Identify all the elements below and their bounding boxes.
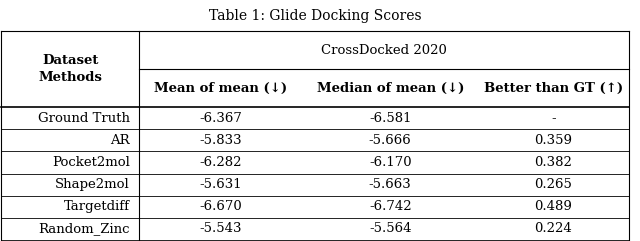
Text: -6.742: -6.742 (369, 200, 412, 213)
Text: -5.631: -5.631 (200, 178, 242, 191)
Text: -: - (551, 112, 556, 125)
Text: CrossDocked 2020: CrossDocked 2020 (321, 44, 447, 57)
Text: AR: AR (110, 134, 130, 147)
Text: -6.170: -6.170 (369, 156, 412, 169)
Text: Median of mean (↓): Median of mean (↓) (317, 82, 464, 95)
Text: Targetdiff: Targetdiff (64, 200, 130, 213)
Text: 0.265: 0.265 (534, 178, 572, 191)
Text: Better than GT (↑): Better than GT (↑) (484, 82, 623, 95)
Text: Pocket2mol: Pocket2mol (52, 156, 130, 169)
Text: Mean of mean (↓): Mean of mean (↓) (154, 82, 287, 95)
Text: -6.581: -6.581 (369, 112, 412, 125)
Text: Random_Zinc: Random_Zinc (38, 222, 130, 235)
Text: -5.663: -5.663 (369, 178, 412, 191)
Text: 0.382: 0.382 (534, 156, 572, 169)
Text: 0.224: 0.224 (534, 222, 572, 235)
Text: -5.666: -5.666 (369, 134, 412, 147)
Text: -6.670: -6.670 (200, 200, 243, 213)
Text: Dataset
Methods: Dataset Methods (38, 54, 102, 84)
Text: -5.543: -5.543 (200, 222, 242, 235)
Text: Table 1: Glide Docking Scores: Table 1: Glide Docking Scores (209, 8, 421, 23)
Text: -5.564: -5.564 (369, 222, 412, 235)
Text: 0.359: 0.359 (534, 134, 572, 147)
Text: Ground Truth: Ground Truth (38, 112, 130, 125)
Text: -6.282: -6.282 (200, 156, 242, 169)
Text: Shape2mol: Shape2mol (55, 178, 130, 191)
Text: 0.489: 0.489 (534, 200, 572, 213)
Text: -5.833: -5.833 (200, 134, 242, 147)
Text: -6.367: -6.367 (200, 112, 243, 125)
